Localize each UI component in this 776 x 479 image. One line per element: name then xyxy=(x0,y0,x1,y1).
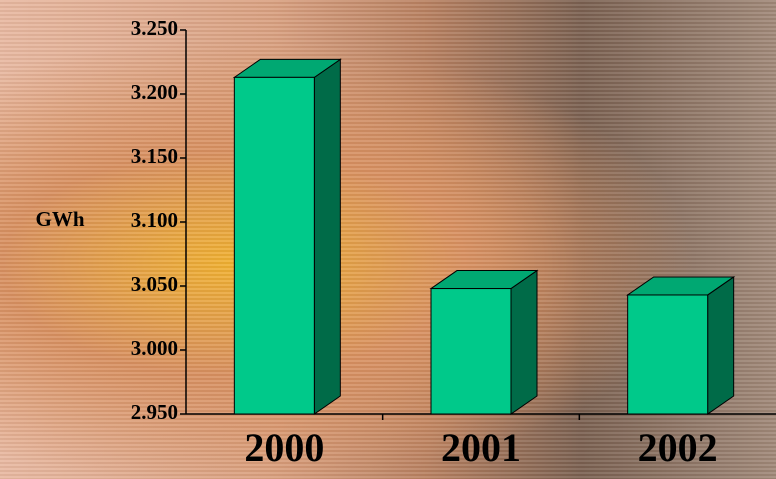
x-tick-label: 2000 xyxy=(244,425,324,470)
chart: GWh 2.950 3.000 3.050 3.100 3.150 3.200 3.250 2… xyxy=(0,0,776,479)
x-tick-label: 2002 xyxy=(638,425,718,470)
y-tick-label: 2.950 xyxy=(131,400,178,424)
bar xyxy=(431,289,511,414)
bar-side xyxy=(708,277,734,414)
y-tick-label: 3.050 xyxy=(131,272,178,296)
bar-side xyxy=(511,271,537,414)
bar xyxy=(234,77,314,414)
y-tick-label: 3.000 xyxy=(131,336,178,360)
bar xyxy=(628,295,708,414)
y-tick-label: 3.200 xyxy=(131,80,178,104)
y-tick-label: 3.250 xyxy=(131,16,178,40)
y-axis-label: GWh xyxy=(35,207,84,231)
y-tick-label: 3.150 xyxy=(131,144,178,168)
y-tick-label: 3.100 xyxy=(131,208,178,232)
bar-side xyxy=(314,59,340,414)
x-tick-label: 2001 xyxy=(441,425,521,470)
